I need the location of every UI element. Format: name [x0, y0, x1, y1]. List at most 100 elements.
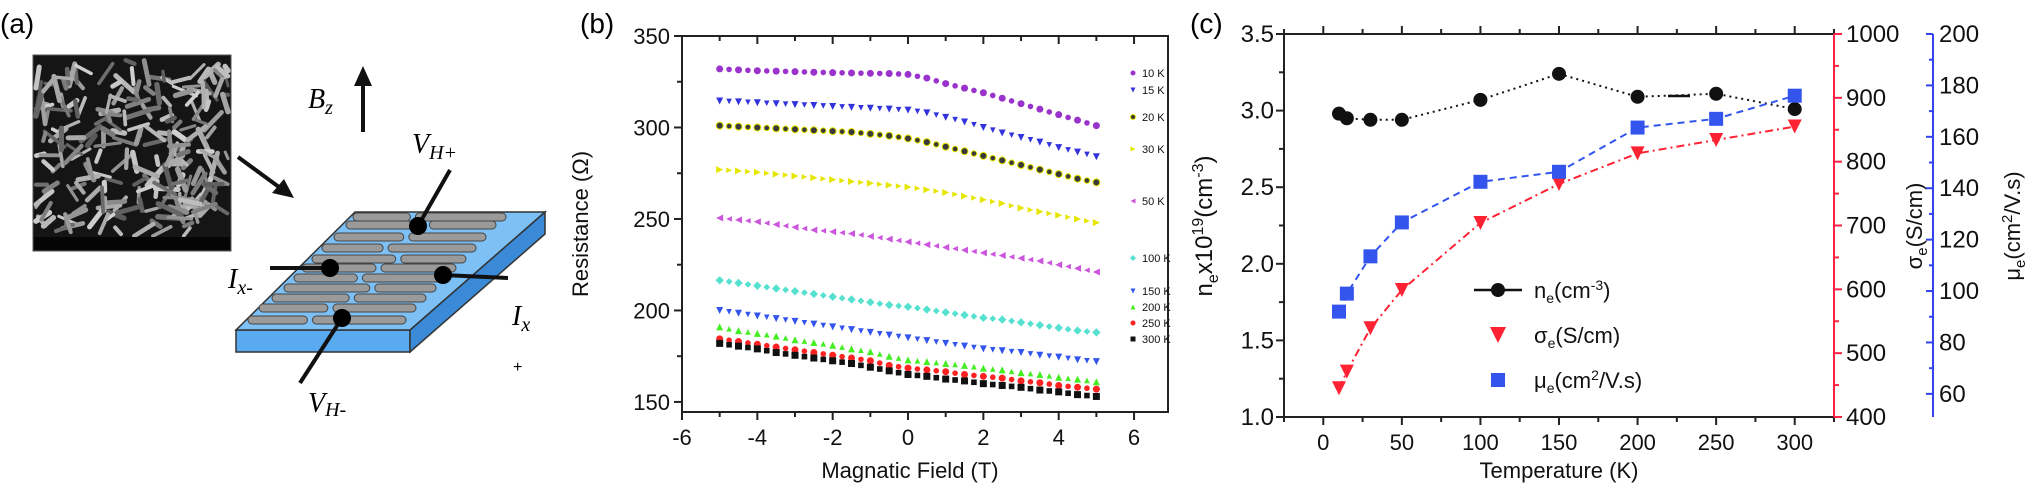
nanorod-texture: [65, 143, 84, 156]
nanorod: [283, 283, 371, 293]
series-150K: [716, 306, 1100, 366]
data-point: [961, 118, 969, 126]
series-label: 50 K: [1142, 196, 1165, 208]
data-point: [895, 237, 902, 244]
series-label: 10 K: [1142, 68, 1165, 80]
data-point: [933, 243, 940, 249]
data-point: [960, 310, 969, 320]
ix-plus-contact-wire: [442, 273, 509, 280]
nanorod: [387, 243, 477, 253]
data-point: [858, 179, 864, 186]
data-point: [716, 97, 724, 105]
data-point: [1552, 66, 1566, 81]
nanorod-texture: [194, 118, 208, 126]
data-point: [1064, 173, 1072, 180]
data-point: [820, 356, 827, 363]
nanorod-texture: [179, 124, 197, 132]
data-point: [1092, 378, 1100, 386]
data-point: [801, 225, 808, 232]
data-point: [1027, 320, 1034, 328]
nanorod-texture: [162, 162, 174, 190]
nanorod-texture: [104, 93, 113, 114]
data-point: [942, 339, 950, 347]
right2-y-tick-label: 60: [1939, 381, 1966, 408]
data-point: [922, 138, 931, 147]
ix-plus-label: Ix: [511, 301, 530, 336]
data-point: [745, 344, 751, 351]
nanorod-texture: [109, 128, 128, 136]
nanorod-texture: [164, 115, 177, 124]
data-point: [1394, 215, 1409, 230]
data-point: [801, 338, 808, 344]
data-point: [848, 103, 856, 111]
data-point: [1017, 160, 1026, 169]
data-point: [734, 278, 743, 288]
legend-marker: [1130, 320, 1136, 326]
x-tick-label: 200: [1619, 430, 1656, 455]
nanorod-texture: [34, 200, 41, 208]
data-point: [791, 346, 799, 354]
nanorod-texture: [103, 199, 128, 205]
data-point: [866, 348, 874, 356]
data-point: [1092, 219, 1100, 227]
data-point: [1027, 379, 1034, 385]
data-point: [763, 283, 771, 291]
data-point: [923, 186, 931, 194]
nanorod: [374, 283, 437, 293]
data-point: [989, 315, 997, 323]
data-point: [745, 99, 751, 106]
series-50K: [716, 214, 1100, 276]
nanorod-texture: [73, 98, 81, 119]
data-point: [876, 70, 883, 77]
series-30K: [716, 166, 1100, 227]
data-point: [801, 289, 808, 296]
data-point: [763, 342, 770, 349]
data-point: [885, 181, 893, 189]
data-point: [951, 310, 959, 318]
nanorod-texture: [172, 88, 194, 99]
data-point: [866, 357, 874, 365]
y-tick-label: 350: [633, 24, 670, 49]
data-point: [885, 70, 893, 78]
nanorod-texture: [63, 143, 84, 166]
legend-marker-mobility: [1491, 373, 1505, 387]
y-tick-label: 200: [633, 298, 670, 323]
left-y-tick-label: 1.5: [1241, 327, 1274, 354]
series-line: [1338, 72, 1795, 121]
legend-marker-density: [1491, 283, 1505, 297]
data-point: [904, 334, 912, 342]
data-point: [735, 309, 743, 317]
nanorod-texture: [105, 209, 127, 221]
nanorod-texture: [33, 92, 44, 119]
data-point: [1008, 254, 1015, 260]
data-point: [1074, 383, 1082, 391]
right-y-tick-label: 600: [1846, 276, 1886, 303]
nanorod-texture: [63, 212, 73, 235]
nanorod-texture: [103, 117, 122, 132]
data-point: [942, 243, 950, 251]
series-15K: [716, 97, 1100, 161]
nanorod-texture: [97, 61, 115, 86]
data-point: [858, 105, 864, 111]
data-point: [971, 87, 977, 94]
data-point: [1073, 326, 1082, 335]
data-point: [858, 328, 864, 334]
data-point: [923, 109, 931, 117]
nanorod-texture: [154, 154, 161, 168]
left-y-tick-label: 2.0: [1241, 251, 1274, 278]
data-point: [1787, 102, 1802, 117]
series-300K: [716, 339, 1100, 400]
data-point: [1074, 215, 1082, 223]
data-point: [942, 375, 950, 383]
panel-b-resistance-chart: (b) Magnatic Field (T) Resistance (Ω) -6…: [568, 8, 1171, 483]
data-point: [1074, 116, 1082, 124]
nanorod: [311, 315, 407, 325]
nanorod-texture: [41, 131, 48, 143]
data-point: [1065, 390, 1071, 397]
nanorod-texture: [197, 66, 211, 84]
data-point: [828, 292, 837, 301]
data-point: [791, 101, 799, 109]
data-point: [791, 125, 800, 134]
x-axis-label: Magnatic Field (T): [821, 458, 998, 483]
data-point: [876, 300, 884, 307]
